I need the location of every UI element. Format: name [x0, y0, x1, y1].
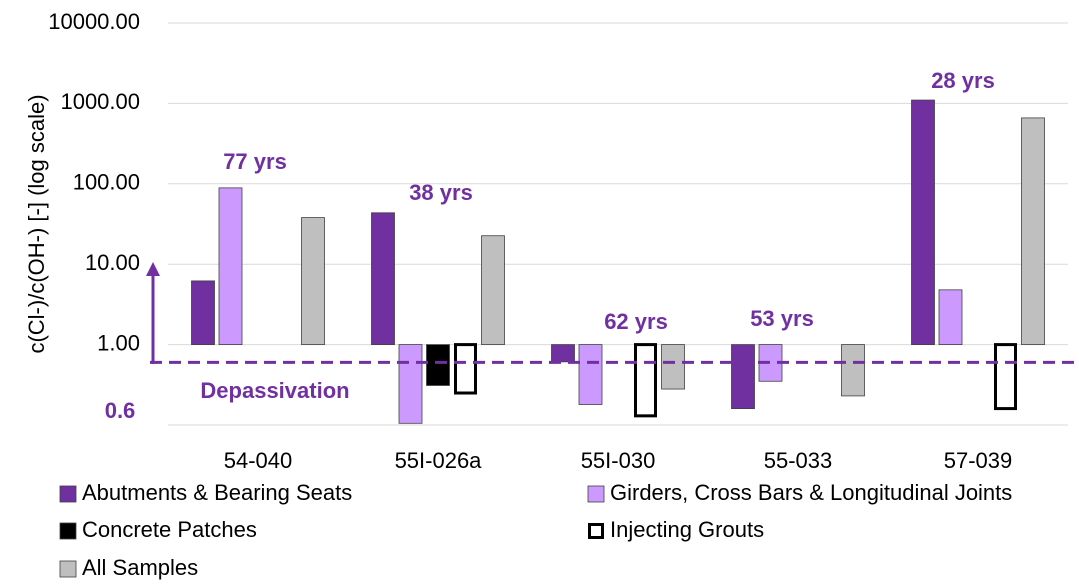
legend-label: Concrete Patches [82, 517, 257, 542]
y-tick-label: 1000.00 [60, 89, 140, 114]
bar [426, 344, 450, 386]
legend-swatch [59, 485, 77, 503]
x-tick-label: 55I-030 [581, 448, 656, 473]
bar [994, 343, 1017, 411]
y-tick-label: 100.00 [73, 170, 140, 195]
bar [578, 344, 603, 405]
x-tick-label: 57-039 [944, 448, 1013, 473]
bar [481, 235, 505, 345]
annotation: 38 yrs [409, 180, 473, 205]
threshold-label: 0.6 [105, 398, 136, 423]
bar [841, 344, 865, 397]
bar [911, 99, 935, 345]
bar [551, 344, 575, 363]
threshold-text: Depassivation [200, 378, 349, 403]
y-tick-label: 10.00 [85, 250, 140, 275]
y-axis-label: c(Cl-)/c(OH-) [-] (log scale) [24, 94, 49, 353]
annotation: 28 yrs [931, 68, 995, 93]
bar [191, 280, 215, 345]
legend-swatch [588, 523, 604, 539]
bar [731, 344, 755, 409]
legend-label: All Samples [82, 555, 198, 580]
bar [301, 217, 325, 346]
legend-label: Girders, Cross Bars & Longitudinal Joint… [610, 480, 1012, 505]
x-tick-label: 54-040 [224, 448, 293, 473]
annotation: 53 yrs [750, 306, 814, 331]
bar [1021, 117, 1045, 345]
legend-swatch [59, 560, 77, 578]
annotation: 62 yrs [604, 309, 668, 334]
arrow-head [146, 262, 160, 276]
legend-label: Abutments & Bearing Seats [82, 480, 352, 505]
y-tick-label: 10000.00 [48, 9, 140, 34]
bar [938, 289, 963, 346]
annotation: 77 yrs [223, 149, 287, 174]
legend-swatch [59, 522, 77, 540]
legend-label: Injecting Grouts [610, 517, 764, 542]
bar [371, 212, 395, 346]
bar [634, 343, 657, 418]
bar [398, 344, 423, 424]
bar [454, 343, 477, 395]
legend-swatch [587, 485, 605, 503]
bar [661, 344, 685, 390]
x-tick-label: 55I-026a [395, 448, 483, 473]
y-tick-label: 1.00 [97, 330, 140, 355]
bar [218, 187, 243, 346]
x-tick-label: 55-033 [764, 448, 833, 473]
